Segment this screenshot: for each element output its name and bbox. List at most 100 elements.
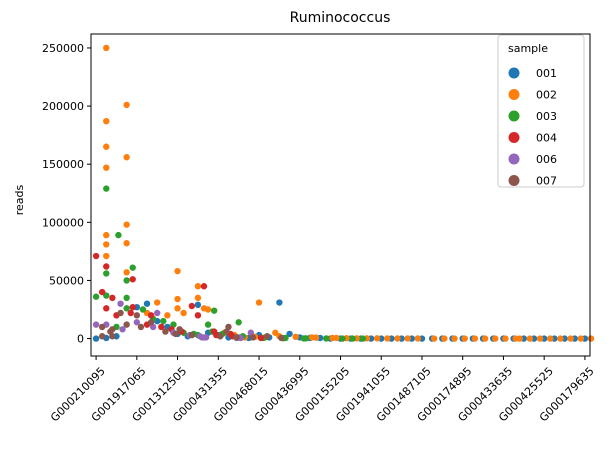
data-point-002 [103,164,110,171]
y-tick-label: 0 [77,333,84,346]
data-point-002 [492,335,499,342]
data-point-002 [292,333,299,341]
data-point-002 [103,252,110,260]
data-point-003 [210,307,218,314]
data-point-001 [143,300,151,307]
data-point-007 [147,319,155,326]
legend-marker-007 [508,175,520,186]
data-point-004 [200,283,208,290]
data-point-002 [451,335,458,342]
data-point-002 [557,335,564,342]
data-point-003 [235,319,242,326]
data-point-004 [103,263,110,270]
data-point-002 [394,335,401,342]
legend-label-006: 006 [536,153,557,166]
data-point-002 [577,335,585,342]
legend-label-001: 001 [536,67,557,80]
data-point-004 [103,305,110,312]
data-point-006 [92,321,100,328]
data-point-007 [107,328,114,335]
data-point-004 [257,334,265,342]
data-point-002 [103,231,110,239]
data-point-003 [300,335,308,342]
data-point-002 [536,335,544,342]
data-point-007 [133,312,141,319]
data-point-002 [103,117,110,125]
data-point-004 [147,312,155,319]
legend-marker-003 [508,110,520,122]
data-point-002 [164,312,171,319]
x-axis: G000210095G001917065G001312505G000431355… [48,356,597,424]
data-point-006 [133,319,141,326]
data-point-003 [139,306,147,313]
data-point-004 [158,323,165,331]
data-point-007 [176,326,183,333]
data-point-007 [162,328,169,335]
data-point-007 [217,333,224,340]
data-point-003 [103,270,110,277]
y-tick-label: 150000 [42,158,84,171]
legend-label-003: 003 [536,110,557,123]
data-point-002 [174,305,181,312]
data-point-007 [233,334,240,341]
data-point-004 [109,294,116,302]
legend-label-007: 007 [536,175,557,188]
data-point-007 [223,328,230,335]
y-axis: 0 50000 100000 150000 200000 250000 [42,42,91,346]
data-point-002 [103,143,110,150]
legend-label-002: 002 [536,89,557,102]
data-point-001 [194,301,202,309]
data-point-002 [414,335,422,342]
data-point-006 [117,300,124,307]
data-point-002 [441,335,448,342]
data-point-004 [129,276,136,283]
data-point-002 [461,335,468,342]
data-point-003 [204,321,212,328]
data-point-002 [123,269,130,276]
data-point-002 [194,283,202,290]
y-tick-label: 200000 [42,100,84,113]
data-point-002 [204,306,212,313]
data-point-003 [339,335,346,342]
data-point-006 [202,334,210,341]
data-point-003 [123,277,130,284]
data-point-002 [567,335,574,342]
data-point-007 [172,330,179,338]
data-point-004 [188,302,196,310]
data-point-002 [180,309,187,317]
data-point-002 [587,335,595,342]
data-point-001 [286,330,293,338]
data-point-002 [123,101,130,109]
data-point-002 [103,241,110,248]
data-point-004 [129,303,136,311]
data-point-001 [276,299,283,306]
data-point-003 [323,335,330,342]
chart-title: Ruminococcus [290,10,391,26]
data-point-003 [359,335,367,342]
data-point-002 [526,335,534,342]
data-point-007 [263,333,271,340]
data-point-002 [174,267,181,275]
legend-title: sample [508,42,548,55]
data-point-002 [123,221,130,228]
data-point-007 [117,309,124,317]
data-point-002 [481,335,489,342]
data-point-007 [249,334,257,341]
data-point-006 [119,326,126,333]
data-point-002 [333,334,340,342]
data-point-002 [153,299,161,306]
legend-marker-002 [508,89,520,100]
data-point-002 [373,335,381,342]
legend-marker-001 [508,67,520,79]
data-point-003 [349,335,356,342]
legend-marker-006 [508,153,520,165]
data-point-003 [123,294,130,302]
data-point-002 [312,334,320,341]
data-point-003 [129,264,136,271]
data-point-002 [430,335,438,342]
data-point-002 [174,295,181,303]
marks [92,44,595,342]
data-point-002 [194,294,202,302]
data-point-002 [255,299,263,306]
